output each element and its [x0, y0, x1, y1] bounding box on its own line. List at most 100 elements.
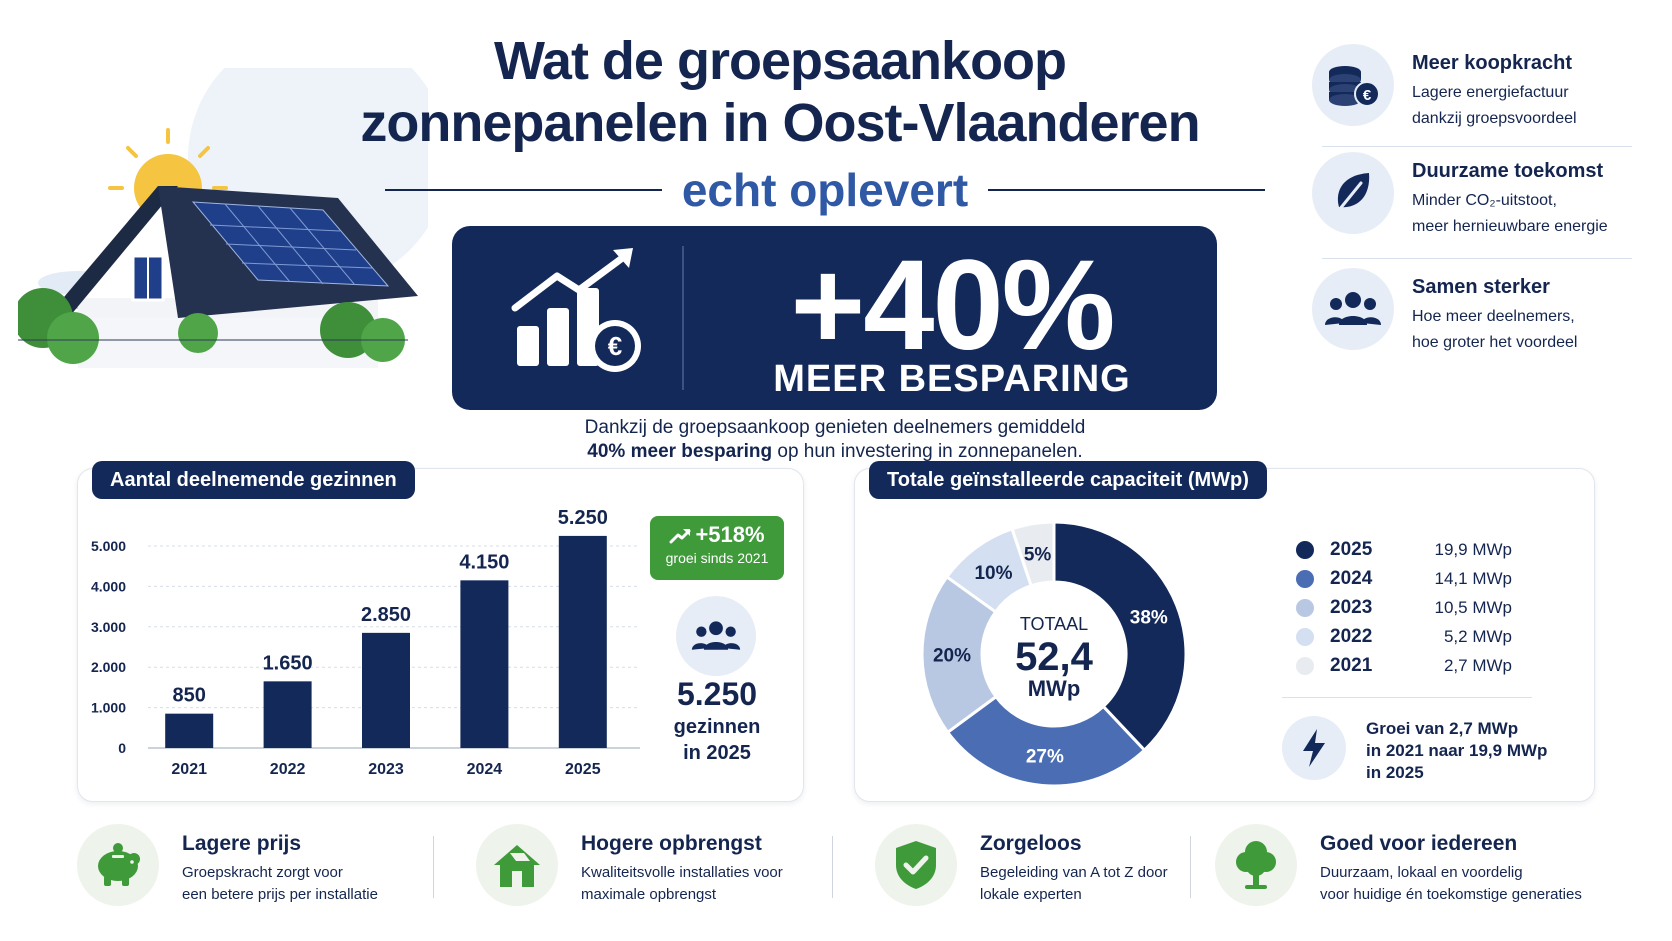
growth-badge-value: +518%: [650, 522, 784, 548]
savings-percentage: +40%: [790, 234, 1116, 377]
donut-pct-label: 20%: [933, 646, 971, 667]
bar-value-label: 1.650: [263, 652, 313, 674]
bar-2024: [460, 580, 509, 748]
benefit-text-line1: Minder CO₂-uitstoot,: [1412, 192, 1557, 209]
legend-value: 19,9 MWp: [1434, 539, 1512, 559]
growth-note-line3: in 2025: [1366, 763, 1424, 782]
feature-goed-voor-iedereen: Goed voor iedereen Duurzaam, lokaal en v…: [1215, 824, 1655, 910]
feature-hogere-opbrengst: Hogere opbrengst Kwaliteitsvolle install…: [476, 824, 816, 910]
legend-year: 2024: [1330, 567, 1373, 589]
bar-2022: [263, 681, 312, 748]
svg-text:€: €: [1363, 87, 1372, 104]
legend-item-2021: 2021 2,7 MWp: [1296, 651, 1546, 680]
bar-2021: [165, 713, 214, 748]
feature-divider: [433, 836, 434, 898]
growth-badge-number: +518%: [695, 522, 765, 547]
description-line2: 40% meer besparing op hun investering in…: [470, 441, 1200, 463]
benefit-text-line1: Hoe meer deelnemers,: [1412, 308, 1575, 325]
feature-zorgeloos: Zorgeloos Begeleiding van A tot Z door l…: [875, 824, 1215, 910]
benefit-samen: Samen sterker Hoe meer deelnemers, hoe g…: [1312, 268, 1672, 368]
legend-swatch: [1296, 656, 1314, 675]
feature-text: Groepskracht zorgt voor een betere prijs…: [182, 862, 378, 906]
legend-year: 2021: [1330, 654, 1373, 676]
family-group-icon: [676, 596, 756, 676]
piggy-bank-icon: [77, 824, 159, 906]
legend-value: 5,2 MWp: [1443, 626, 1512, 646]
benefit-title: Samen sterker: [1412, 276, 1550, 298]
bar-2025: [558, 535, 607, 748]
bar-value-label: 2.850: [361, 604, 411, 626]
households-total-label2: in 2025: [683, 742, 751, 764]
donut-center-unit: MWp: [1028, 676, 1081, 701]
y-tick-label: 4.000: [91, 578, 126, 594]
savings-label: MEER BESPARING: [773, 358, 1131, 400]
shield-check-icon: [875, 824, 957, 906]
house-solar-illustration: [18, 68, 428, 368]
legend-item-2024: 2024 14,1 MWp: [1296, 564, 1546, 593]
donut-pct-label: 27%: [1026, 747, 1064, 768]
donut-slice-2025: [1052, 520, 1188, 753]
y-tick-label: 1.000: [91, 700, 126, 716]
capacity-donut-chart: TOTAAL 52,4 MWp 38% 27% 20% 10% 5%: [920, 520, 1188, 788]
y-tick-label: 2.000: [91, 659, 126, 675]
feature-text-line1: Duurzaam, lokaal en voordelig: [1320, 864, 1523, 881]
donut-slice-2023: [920, 574, 999, 735]
subtitle-row: echt oplevert: [385, 160, 1265, 220]
benefit-title: Duurzame toekomst: [1412, 160, 1604, 182]
legend-value: 2,7 MWp: [1443, 655, 1512, 675]
bar-value-label: 4.150: [459, 551, 509, 573]
feature-text-line1: Kwaliteitsvolle installaties voor: [581, 864, 783, 881]
donut-pct-label: 38%: [1130, 607, 1168, 628]
bar-value-label: 5.250: [558, 507, 608, 529]
donut-pct-label: 10%: [974, 563, 1012, 584]
donut-center-label: TOTAAL: [1020, 614, 1088, 634]
growth-badge-label: groei sinds 2021: [665, 550, 769, 566]
feature-divider: [1190, 836, 1191, 898]
legend-swatch: [1296, 540, 1314, 559]
people-group-icon: [1312, 268, 1394, 350]
feature-title: Hogere opbrengst: [581, 832, 762, 855]
page-title-line2: zonnepanelen in Oost-Vlaanderen: [360, 93, 1200, 153]
legend-item-2022: 2022 5,2 MWp: [1296, 622, 1546, 651]
feature-text-line2: een betere prijs per installatie: [182, 886, 378, 903]
svg-text:€: €: [608, 331, 622, 361]
lightning-bolt-icon: [1282, 716, 1346, 780]
leaf-icon: [1312, 152, 1394, 234]
feature-lagere-prijs: Lagere prijs Groepskracht zorgt voor een…: [77, 824, 417, 910]
feature-title: Lagere prijs: [182, 832, 302, 855]
y-tick-label: 3.000: [91, 619, 126, 635]
donut-pct-label: 5%: [1024, 544, 1052, 565]
legend-year: 2023: [1330, 596, 1373, 618]
benefit-duurzaam: Duurzame toekomst Minder CO₂-uitstoot, m…: [1312, 152, 1672, 252]
legend-swatch: [1296, 598, 1314, 617]
y-tick-label: 5.000: [91, 538, 126, 554]
benefit-text-line2: meer hernieuwbare energie: [1412, 218, 1608, 235]
bar-value-label: 850: [173, 685, 206, 707]
feature-text-line2: lokale experten: [980, 886, 1082, 903]
benefit-text-line1: Lagere energiefactuur: [1412, 84, 1569, 101]
feature-title: Zorgeloos: [980, 832, 1082, 855]
growth-badge: +518% groei sinds 2021: [650, 516, 784, 580]
growth-note-line1: Groei van 2,7 MWp: [1366, 719, 1519, 738]
legend-year: 2025: [1330, 538, 1373, 560]
legend-value: 10,5 MWp: [1434, 597, 1512, 617]
benefit-koopkracht: € Meer koopkracht Lagere energiefactuur …: [1312, 44, 1672, 144]
x-tick-label: 2024: [467, 761, 503, 778]
page-title-line1: Wat de groepsaankoop: [493, 31, 1067, 91]
growth-chart-euro-icon: €: [511, 248, 641, 372]
x-tick-label: 2021: [171, 761, 207, 778]
savings-banner: € +40% MEER BESPARING: [452, 226, 1217, 410]
feature-text-line1: Begeleiding van A tot Z door: [980, 864, 1168, 881]
feature-divider: [832, 836, 833, 898]
page-subtitle: echt oplevert: [681, 164, 969, 216]
bar-2023: [362, 632, 410, 748]
households-total-count: 5.250: [676, 676, 758, 712]
feature-text: Begeleiding van A tot Z door lokale expe…: [980, 862, 1168, 906]
description-highlight: 40% meer besparing: [587, 441, 773, 462]
benefit-text-line2: hoe groter het voordeel: [1412, 334, 1578, 351]
feature-text: Kwaliteitsvolle installaties voor maxima…: [581, 862, 783, 906]
legend-item-2025: 2025 19,9 MWp: [1296, 535, 1546, 564]
feature-title: Goed voor iedereen: [1320, 832, 1518, 855]
benefit-divider: [1322, 258, 1632, 259]
description-line1: Dankzij de groepsaankoop genieten deelne…: [584, 417, 1086, 438]
